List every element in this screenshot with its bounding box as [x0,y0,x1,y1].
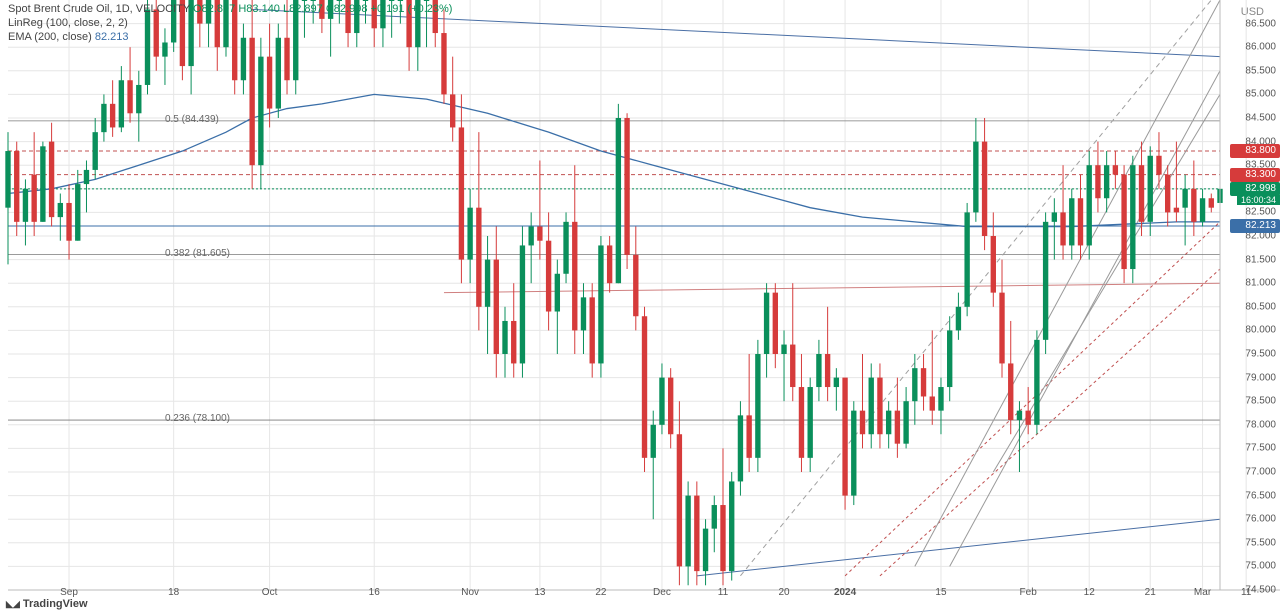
y-axis-label: 79.000 [1245,372,1276,383]
x-axis-label: 12 [1084,587,1095,598]
x-axis-label: 22 [595,587,606,598]
fib-level-label: 0.382 (81.605) [165,248,230,259]
price-tag: 82.998 [1230,182,1280,196]
countdown-timer: 16:00:34 [1237,195,1280,205]
x-axis-label: 2024 [834,587,856,598]
chart-container[interactable]: Spot Brent Crude Oil, 1D, VELOCITY O82.8… [0,0,1280,612]
y-axis-label: 77.500 [1245,443,1276,454]
y-axis-label: 76.000 [1245,514,1276,525]
fib-level-label: 0.236 (78.100) [165,413,230,424]
y-axis-label: 86.500 [1245,18,1276,29]
x-axis-label: Feb [1020,587,1037,598]
x-axis-label: Sep [60,587,78,598]
y-axis-label: 80.000 [1245,325,1276,336]
price-tag: 82.213 [1230,219,1280,233]
ema-value: 82.213 [95,31,129,43]
y-axis-label: 84.500 [1245,113,1276,124]
y-axis-label: 78.500 [1245,396,1276,407]
y-axis-label: 85.000 [1245,89,1276,100]
y-axis-label: 75.000 [1245,561,1276,572]
linreg-label: LinReg (100, close, 2, 2) [8,17,128,29]
ema-label: EMA (200, close) [8,31,92,43]
y-axis-label: 79.500 [1245,349,1276,360]
x-axis-label: 11 [718,587,728,598]
x-axis-label: 16 [369,587,380,598]
price-tag: 83.300 [1230,168,1280,182]
x-axis-label: 21 [1145,587,1156,598]
y-axis-label: 75.500 [1245,537,1276,548]
x-axis-label: Oct [262,587,278,598]
x-axis-label: 20 [778,587,789,598]
x-axis-label: 18 [168,587,179,598]
y-axis-label: 81.000 [1245,278,1276,289]
y-axis-label: 82.500 [1245,207,1276,218]
y-axis-label: 81.500 [1245,254,1276,265]
y-axis-label: 85.500 [1245,65,1276,76]
chart-header: Spot Brent Crude Oil, 1D, VELOCITY O82.8… [8,2,452,44]
fib-level-label: 0.5 (84.439) [165,114,219,125]
chart-svg[interactable] [0,0,1280,612]
x-axis-label: 11 [1241,587,1251,598]
y-axis-label: 80.500 [1245,301,1276,312]
y-axis-label: 76.500 [1245,490,1276,501]
symbol-label: Spot Brent Crude Oil, 1D, VELOCITY [8,3,190,15]
x-axis-label: Dec [653,587,671,598]
x-axis-label: Nov [461,587,479,598]
x-axis-label: Mar [1194,587,1211,598]
y-axis-label: 86.000 [1245,42,1276,53]
tradingview-watermark: ◣◢ TradingView [6,598,88,610]
y-axis-label: 78.000 [1245,419,1276,430]
y-axis-label: 77.000 [1245,467,1276,478]
price-tag: 83.800 [1230,144,1280,158]
x-axis-label: 13 [534,587,545,598]
x-axis-label: 15 [935,587,946,598]
